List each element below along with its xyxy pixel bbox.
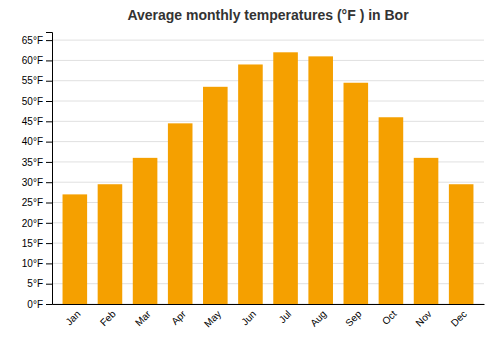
bar [344, 83, 369, 304]
y-tick-label: 35°F [22, 157, 43, 168]
plot: 0°F 5°F 10°F 15°F 20°F 25°F 30°F 35°F 40°F 45°F 50… [22, 33, 485, 330]
x-tick: May [202, 308, 223, 329]
y-tick-label: 5°F [27, 278, 43, 289]
x-tick: Apr [169, 308, 188, 327]
bar [203, 87, 228, 304]
y-tick-mark [46, 182, 52, 183]
y-tick: 35°F [22, 157, 52, 168]
y-tick-label: 25°F [22, 197, 43, 208]
x-tick: Jan [63, 308, 82, 327]
y-tick: 50°F [22, 96, 52, 107]
y-axis-line [46, 33, 53, 305]
x-tick: Oct [380, 308, 399, 327]
bar [273, 52, 298, 304]
y-tick-mark [46, 81, 52, 82]
y-tick-mark [46, 121, 52, 122]
y-tick: 20°F [22, 218, 52, 229]
chart: Average monthly temperatures (°F ) in Bo… [0, 0, 500, 350]
x-tick-label: Jul [277, 308, 294, 325]
y-axis: 0°F 5°F 10°F 15°F 20°F 25°F 30°F 35°F 40°F 45°F 50… [22, 33, 53, 310]
x-tick-label: Dec [449, 308, 469, 328]
y-tick-label: 65°F [22, 35, 43, 46]
y-tick-mark [46, 142, 52, 143]
y-tick: 30°F [22, 177, 52, 188]
y-tick-label: 15°F [22, 238, 43, 249]
x-tick-label: Feb [98, 308, 118, 328]
y-tick-label: 45°F [22, 116, 43, 127]
y-tick-mark [46, 263, 52, 264]
x-tick-label: May [202, 308, 223, 329]
y-tick-label: 40°F [22, 136, 43, 147]
title: Average monthly temperatures (°F ) in Bo… [127, 7, 409, 23]
y-tick-mark [46, 60, 52, 61]
y-tick: 5°F [27, 278, 52, 289]
bar [414, 158, 439, 304]
grid-line [52, 121, 484, 122]
y-tick-label: 55°F [22, 75, 43, 86]
x-tick: Jul [277, 308, 294, 325]
y-tick: 45°F [22, 116, 52, 127]
y-tick-mark [46, 203, 52, 204]
x-tick: Dec [449, 308, 469, 328]
x-tick-label: Aug [308, 308, 328, 328]
bar [63, 194, 88, 304]
y-tick-mark [46, 40, 52, 41]
grid [52, 40, 484, 304]
bar [379, 117, 404, 304]
x-tick: Jun [239, 308, 258, 327]
x-tick-label: Sep [343, 308, 364, 329]
x-tick-label: Mar [133, 308, 153, 328]
x-tick: Nov [413, 308, 433, 328]
x-axis-line [53, 304, 485, 305]
bars [63, 52, 474, 304]
bar [98, 184, 123, 304]
y-tick-mark [46, 284, 52, 285]
bar [133, 158, 158, 304]
y-tick-label: 50°F [22, 96, 43, 107]
y-tick-mark [46, 243, 52, 244]
x-tick: Aug [308, 308, 328, 328]
y-tick: 65°F [22, 35, 52, 46]
x-tick: Feb [98, 308, 118, 328]
y-tick-label: 30°F [22, 177, 43, 188]
y-tick: 10°F [22, 258, 52, 269]
y-tick-label: 20°F [22, 218, 43, 229]
grid-line [52, 40, 484, 41]
x-tick-label: Oct [380, 308, 399, 327]
grid-line [52, 141, 484, 142]
bar [238, 64, 263, 304]
y-tick: 60°F [22, 55, 52, 66]
y-tick-label: 60°F [22, 55, 43, 66]
y-tick-mark [46, 223, 52, 224]
x-tick: Sep [343, 308, 364, 329]
y-tick-mark [46, 101, 52, 102]
y-tick-mark [46, 162, 52, 163]
y-tick-mark [46, 304, 52, 305]
bar [168, 123, 193, 304]
grid-line [52, 101, 484, 102]
bar [449, 184, 474, 304]
y-tick: 0°F [27, 299, 52, 310]
grid-line [52, 80, 484, 81]
x-tick-label: Jan [63, 308, 82, 327]
x-tick-label: Jun [239, 308, 258, 327]
bar [308, 56, 333, 304]
y-tick-label: 0°F [27, 299, 43, 310]
x-tick: Mar [133, 308, 153, 328]
y-tick: 25°F [22, 197, 52, 208]
y-tick-label: 10°F [22, 258, 43, 269]
x-tick-label: Nov [413, 308, 433, 328]
y-tick: 40°F [22, 136, 52, 147]
y-tick: 55°F [22, 75, 52, 86]
x-axis: Jan Feb Mar Apr May Jun Jul Aug Sep Oct Nov Dec [53, 305, 485, 330]
x-tick-label: Apr [169, 308, 188, 327]
y-tick: 15°F [22, 238, 52, 249]
grid-line [52, 60, 484, 61]
